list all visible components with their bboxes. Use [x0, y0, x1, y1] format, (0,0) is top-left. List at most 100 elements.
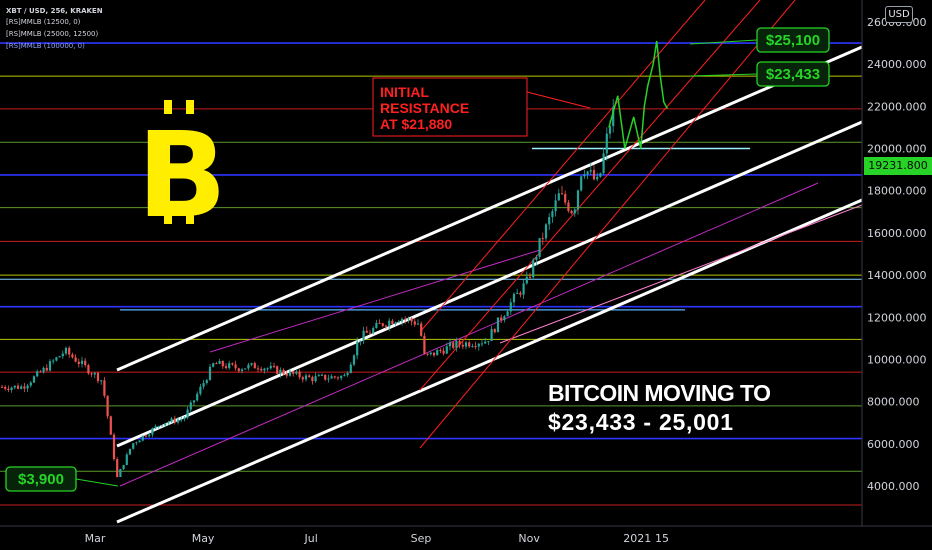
candle-body: [269, 365, 272, 369]
candle-body: [410, 318, 413, 322]
candle-body: [596, 176, 599, 180]
candle-body: [13, 385, 16, 388]
candle-body: [333, 376, 336, 378]
candle-body: [122, 464, 125, 470]
candle-body: [592, 170, 596, 180]
candle-body: [288, 371, 292, 376]
candle-body: [234, 364, 237, 369]
candle-body: [512, 293, 516, 303]
candle-body: [253, 363, 256, 369]
candle-body: [80, 360, 84, 364]
candle-body: [103, 380, 106, 396]
candle-body: [224, 366, 228, 369]
candle-body: [570, 210, 573, 214]
candle-body: [612, 107, 615, 127]
candle-body: [68, 347, 71, 355]
candle-body: [560, 193, 564, 195]
candle-body: [464, 342, 468, 347]
x-tick-label: Mar: [85, 532, 106, 545]
candle-body: [375, 322, 378, 329]
candle-body: [378, 322, 381, 324]
candle-body: [282, 369, 285, 375]
candle-body: [285, 374, 288, 376]
candle-body: [397, 321, 400, 323]
channel-lower: [116, 198, 863, 524]
candle-body: [160, 425, 164, 427]
candle-body: [532, 259, 535, 278]
label-mid: $23,433: [766, 66, 820, 83]
label-top-pointer: [689, 39, 758, 45]
candle-body: [7, 388, 10, 390]
candle-body: [52, 360, 55, 362]
candle-body: [42, 367, 45, 373]
candle-body: [272, 365, 276, 367]
y-tick-label: 8000.000: [867, 396, 920, 409]
bitcoin-stroke: [186, 100, 194, 114]
candle-body: [528, 276, 532, 278]
candle-body: [90, 373, 93, 375]
projection-path: [608, 40, 669, 149]
label-mid-pointer: [689, 73, 758, 77]
candle-body: [45, 367, 48, 371]
candle-body: [365, 330, 368, 333]
candle-body: [157, 426, 160, 428]
candle-body: [519, 292, 522, 295]
candle-body: [493, 329, 496, 333]
candle-body: [240, 369, 244, 372]
candle-body: [343, 375, 346, 377]
candle-body: [487, 341, 490, 343]
currency-button[interactable]: USD: [885, 6, 913, 23]
candle-body: [218, 360, 221, 364]
last-price-badge: 19231.800: [864, 157, 932, 175]
candle-body: [541, 238, 544, 240]
candle-body: [298, 371, 301, 378]
candle-body: [391, 320, 394, 325]
candle-body: [554, 200, 557, 212]
resistance-box: [372, 77, 528, 137]
candle-body: [26, 385, 29, 389]
candle-body: [164, 423, 167, 426]
candle-body: [96, 372, 100, 382]
candle-body: [602, 153, 605, 174]
candle-body: [228, 363, 231, 369]
y-tick-label: 12000.000: [867, 311, 927, 324]
candle-body: [452, 342, 455, 348]
y-tick-label: 6000.000: [867, 438, 920, 451]
candle-body: [324, 374, 327, 380]
candle-body: [525, 276, 528, 284]
candle-body: [138, 440, 141, 443]
candle-body: [471, 346, 474, 348]
candle-body: [301, 377, 304, 380]
indicator-label-3: [RS]MMLB (100000, 0): [6, 42, 85, 50]
candle-body: [429, 352, 432, 355]
x-tick-label: Nov: [518, 532, 540, 545]
candle-body: [87, 365, 90, 374]
candle-body: [84, 360, 87, 366]
candle-body: [336, 377, 340, 379]
candle-body: [276, 366, 279, 374]
candle-body: [199, 386, 202, 394]
candle-body: [372, 328, 375, 334]
candle-body: [141, 435, 144, 441]
red-channel-0: [419, 0, 706, 333]
candle-body: [119, 469, 122, 477]
x-tick-label: Sep: [411, 532, 432, 545]
candle-body: [445, 346, 448, 354]
candle-body: [167, 421, 170, 424]
resistance-pointer: [526, 91, 591, 109]
x-tick-label: 2021: [623, 532, 651, 545]
candle-body: [237, 368, 240, 372]
candle-body: [135, 442, 138, 444]
candle-body: [77, 361, 80, 364]
candle-body: [74, 357, 77, 362]
candle-body: [196, 393, 199, 401]
resistance-label: RESISTANCE: [380, 100, 469, 116]
label-low: $3,900: [18, 471, 64, 488]
headline-line-2: $23,433 - 25,001: [548, 409, 733, 435]
candle-body: [573, 209, 576, 214]
y-tick-label: 16000.000: [867, 227, 927, 240]
x-tick-label: 15: [655, 532, 669, 545]
candle-body: [48, 361, 52, 371]
pink-line: [499, 204, 863, 344]
